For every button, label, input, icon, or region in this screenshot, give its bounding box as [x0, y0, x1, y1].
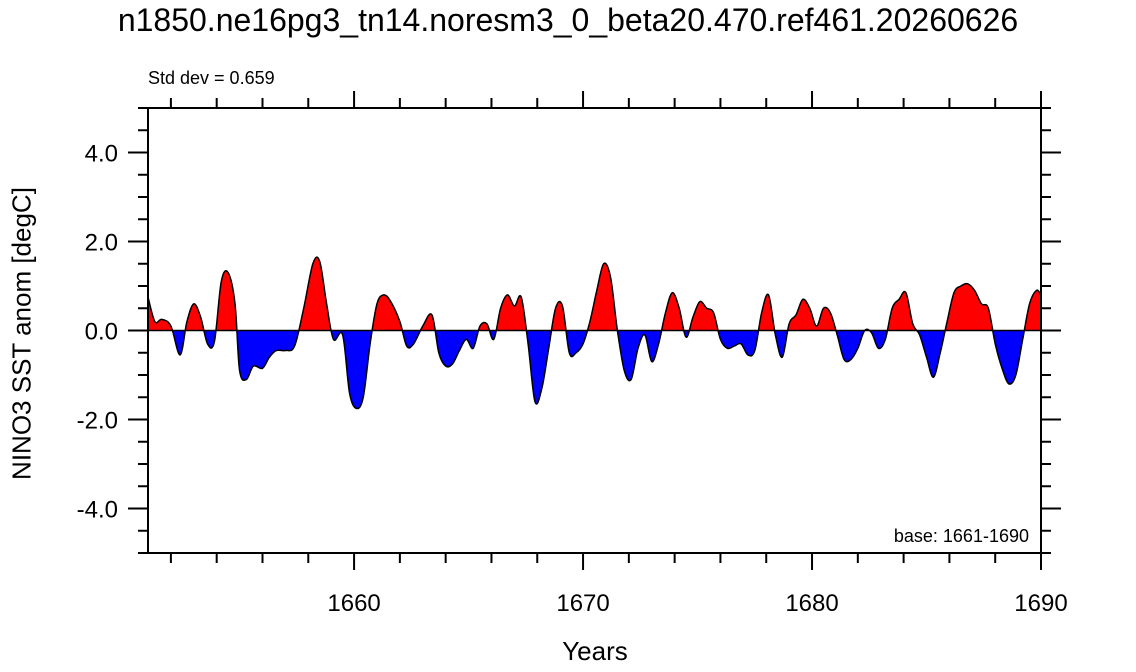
- y-tick-label: -4.0: [77, 497, 118, 524]
- plot-frame: [147, 107, 1042, 554]
- x-axis-label: Years: [562, 636, 628, 666]
- x-tick-label: 1670: [556, 590, 609, 617]
- negative-anomaly-area: [148, 330, 1041, 409]
- y-tick-label: -2.0: [77, 408, 118, 435]
- positive-anomaly-area: [148, 257, 1041, 331]
- y-tick-label: 2.0: [85, 230, 118, 257]
- chart-title: n1850.ne16pg3_tn14.noresm3_0_beta20.470.…: [117, 2, 1019, 38]
- std-dev-annotation: Std dev = 0.659: [148, 68, 275, 88]
- y-tick-label: 0.0: [85, 319, 118, 346]
- x-tick-label: 1680: [785, 590, 838, 617]
- anomaly-line: [147, 256, 1042, 410]
- y-tick-label: 4.0: [85, 141, 118, 168]
- base-period-annotation: base: 1661-1690: [894, 526, 1029, 546]
- x-tick-label: 1660: [327, 590, 380, 617]
- x-tick-label: 1690: [1014, 590, 1067, 617]
